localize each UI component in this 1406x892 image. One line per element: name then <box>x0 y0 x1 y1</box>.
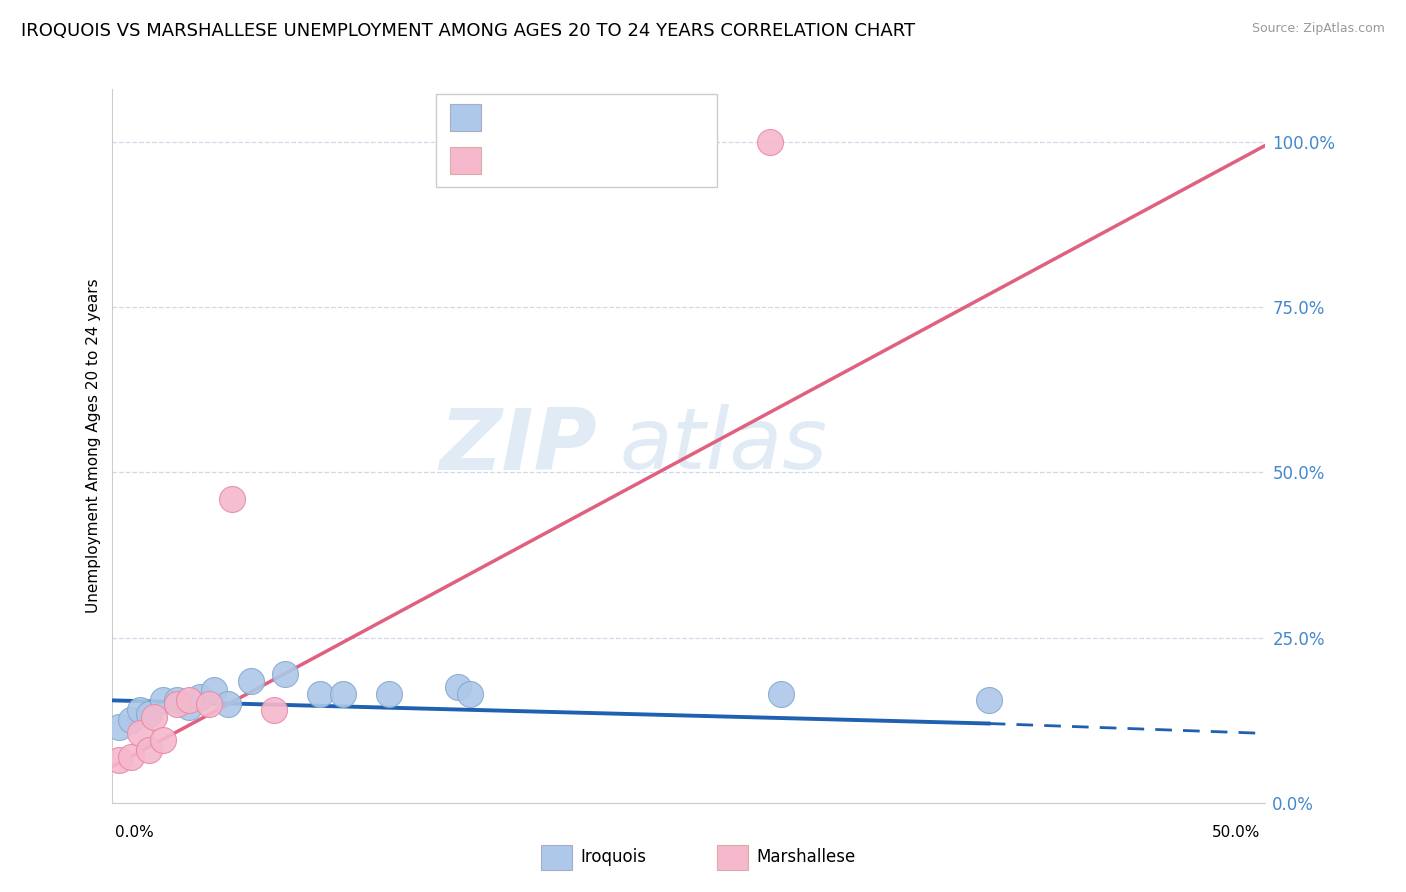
Text: 50.0%: 50.0% <box>1212 825 1260 840</box>
Text: Marshallese: Marshallese <box>756 848 856 866</box>
Point <box>378 687 401 701</box>
Point <box>239 673 262 688</box>
Text: R = -0.195   N = 19: R = -0.195 N = 19 <box>489 109 652 127</box>
Point <box>129 726 152 740</box>
Point <box>166 697 188 711</box>
Point <box>447 680 470 694</box>
Point <box>263 703 285 717</box>
Point <box>138 706 160 721</box>
Point <box>143 710 166 724</box>
Text: Iroquois: Iroquois <box>581 848 647 866</box>
Point <box>177 700 200 714</box>
Point <box>758 135 780 149</box>
Text: 0.0%: 0.0% <box>115 825 155 840</box>
Point <box>458 687 481 701</box>
Point <box>152 733 174 747</box>
Text: R =  0.981   N = 12: R = 0.981 N = 12 <box>489 152 652 169</box>
Point <box>120 749 142 764</box>
Point <box>108 720 131 734</box>
Point <box>120 713 142 727</box>
Point <box>152 693 174 707</box>
Point <box>188 690 211 704</box>
Point <box>202 683 225 698</box>
Text: atlas: atlas <box>620 404 828 488</box>
Point <box>198 697 221 711</box>
Point <box>309 687 332 701</box>
Point <box>770 687 793 701</box>
Text: IROQUOIS VS MARSHALLESE UNEMPLOYMENT AMONG AGES 20 TO 24 YEARS CORRELATION CHART: IROQUOIS VS MARSHALLESE UNEMPLOYMENT AMO… <box>21 22 915 40</box>
Point <box>332 687 354 701</box>
Point <box>177 693 200 707</box>
Point <box>108 753 131 767</box>
Point <box>138 743 160 757</box>
Text: Source: ZipAtlas.com: Source: ZipAtlas.com <box>1251 22 1385 36</box>
Point <box>274 667 297 681</box>
Y-axis label: Unemployment Among Ages 20 to 24 years: Unemployment Among Ages 20 to 24 years <box>86 278 101 614</box>
Point <box>166 693 188 707</box>
Text: ZIP: ZIP <box>439 404 596 488</box>
Point <box>129 703 152 717</box>
Point <box>977 693 1000 707</box>
Point <box>217 697 239 711</box>
Point <box>221 491 243 506</box>
